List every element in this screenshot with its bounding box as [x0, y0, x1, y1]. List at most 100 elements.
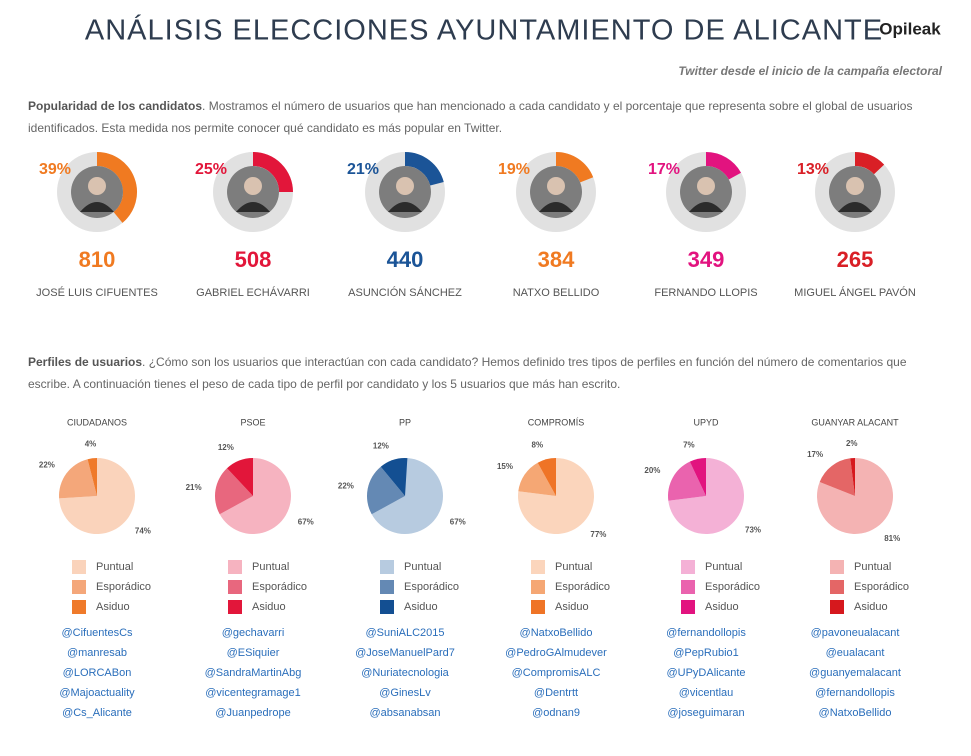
popularity-text: Popularidad de los candidatos. Mostramos…	[28, 95, 943, 139]
legend-swatch	[72, 560, 86, 574]
account: @fernandollopis	[815, 687, 895, 699]
legend-swatch	[380, 580, 394, 594]
legend-swatch	[72, 600, 86, 614]
photo-head	[547, 177, 565, 195]
pie-title: UPYD	[693, 417, 719, 427]
account: @PedroGAlmudever	[505, 647, 607, 659]
legend-swatch	[531, 580, 545, 594]
legend-label: Puntual	[555, 561, 592, 573]
slice-label: 81%	[884, 534, 900, 543]
legend-label: Puntual	[252, 561, 289, 573]
pie-slice	[518, 458, 594, 535]
account: @JoseManuelPard7	[355, 647, 455, 659]
pie-title: CIUDADANOS	[67, 417, 127, 427]
photo-head	[244, 177, 262, 195]
pie-slice	[367, 466, 405, 515]
pie-slice	[214, 468, 253, 515]
pie-slice	[87, 458, 97, 496]
legend-swatch	[228, 560, 242, 574]
slice-label: 77%	[590, 530, 606, 539]
legend-swatch	[830, 560, 844, 574]
slice-label: 7%	[683, 440, 695, 449]
title: ANÁLISIS ELECCIONES AYUNTAMIENTO DE ALIC…	[85, 14, 883, 47]
percent-label: 19%	[498, 161, 530, 178]
account: @pavoneualacant	[811, 627, 900, 639]
slice-label: 4%	[85, 440, 97, 449]
user-count: 265	[837, 247, 874, 272]
legend-swatch	[72, 580, 86, 594]
photo-body	[539, 202, 573, 212]
account: @guanyemalacant	[809, 667, 901, 679]
legend-label: Puntual	[96, 561, 133, 573]
account: @Majoactuality	[59, 687, 135, 699]
legend-label: Asiduo	[252, 601, 286, 613]
candidate-name: JOSÉ LUIS CIFUENTES	[36, 286, 158, 299]
slice-label: 2%	[846, 439, 858, 448]
legend-swatch	[681, 560, 695, 574]
slice-label: 22%	[39, 461, 55, 470]
percent-label: 21%	[347, 161, 379, 178]
pie-slice	[518, 462, 556, 496]
account: @vicentegramage1	[205, 687, 301, 699]
popularity-heading: Popularidad de los candidatos	[28, 99, 203, 113]
legend-swatch	[681, 600, 695, 614]
slice-label: 73%	[745, 525, 761, 534]
account: @ESiquier	[227, 647, 280, 659]
slice-label: 20%	[644, 466, 660, 475]
candidate-name: ASUNCIÓN SÁNCHEZ	[348, 286, 462, 299]
pie-slice	[59, 459, 97, 499]
legend-label: Puntual	[854, 561, 891, 573]
account: @vicentlau	[679, 687, 734, 699]
pie-slice	[226, 458, 253, 496]
user-count: 810	[79, 247, 116, 272]
account: @gechavarri	[222, 627, 285, 639]
legend-swatch	[531, 560, 545, 574]
legend-swatch	[228, 600, 242, 614]
legend-label: Asiduo	[555, 601, 589, 613]
pie-slice	[59, 458, 136, 534]
legend-label: Puntual	[705, 561, 742, 573]
account: @eualacant	[826, 647, 885, 659]
candidate-name: MIGUEL ÁNGEL PAVÓN	[794, 286, 916, 299]
account: @joseguimaran	[667, 707, 744, 719]
account: @CompromisALC	[512, 667, 601, 679]
pie-slice	[380, 458, 408, 496]
popularity-body: . Mostramos el número de usuarios que ha…	[28, 99, 913, 135]
pie-title: GUANYAR ALACANT	[811, 417, 899, 427]
slice-label: 12%	[373, 442, 389, 451]
user-count: 508	[235, 247, 272, 272]
account: @UPyDAlicante	[666, 667, 745, 679]
photo-body	[236, 202, 270, 212]
slice-label: 12%	[218, 443, 234, 452]
pie-slice	[817, 458, 894, 534]
legend-swatch	[681, 580, 695, 594]
account: @NatxoBellido	[520, 627, 593, 639]
pie-title: PSOE	[240, 417, 265, 427]
account: @Nuriatecnologia	[361, 667, 449, 679]
legend-label: Esporádico	[252, 581, 307, 593]
slice-label: 74%	[135, 527, 151, 536]
legend-label: Puntual	[404, 561, 441, 573]
brand: Opileak	[879, 19, 941, 38]
legend-swatch	[228, 580, 242, 594]
legend-label: Esporádico	[854, 581, 909, 593]
user-count: 349	[688, 247, 725, 272]
user-count: 440	[387, 247, 424, 272]
candidate-name: GABRIEL ECHÁVARRI	[196, 286, 310, 299]
photo-body	[388, 202, 422, 212]
pie-slice	[667, 461, 706, 501]
pie-title: PP	[399, 417, 411, 427]
profiles-body: . ¿Cómo son los usuarios que interactúan…	[28, 355, 907, 391]
account: @absanabsan	[369, 707, 440, 719]
pie-slice	[668, 458, 744, 534]
profiles-text: Perfiles de usuarios. ¿Cómo son los usua…	[28, 351, 943, 395]
profiles-heading: Perfiles de usuarios	[28, 355, 143, 369]
account: @SuniALC2015	[365, 627, 444, 639]
account: @CifuentesCs	[61, 627, 133, 639]
account: @Dentrtt	[534, 687, 578, 699]
slice-label: 21%	[186, 483, 202, 492]
slice-label: 17%	[807, 450, 823, 459]
legend-label: Asiduo	[854, 601, 888, 613]
candidate-name: FERNANDO LLOPIS	[654, 287, 757, 299]
